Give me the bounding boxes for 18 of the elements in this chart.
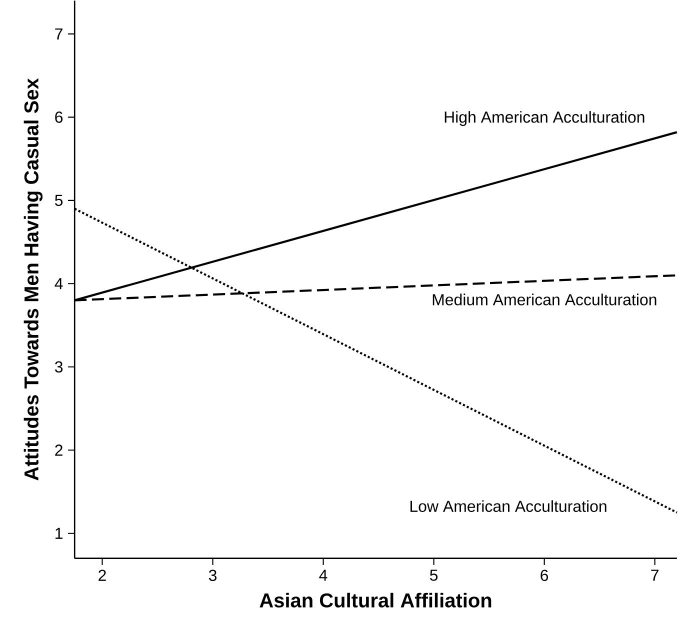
x-axis-title: Asian Cultural Affiliation [260, 592, 492, 608]
y-tick-label: 3 [54, 361, 63, 372]
y-tick-label: 5 [55, 194, 63, 206]
series-label: Medium American Acculturation [432, 293, 656, 306]
x-tick-label: 3 [208, 570, 217, 581]
y-axis-title: Attitudes Towards Men Having Casual Sex [24, 78, 43, 480]
y-tick-label: 2 [55, 444, 62, 456]
series-label: High American Acculturation [444, 110, 644, 126]
x-tick-label: 4 [319, 570, 328, 581]
x-tick-label: 6 [540, 570, 548, 581]
x-tick-label: 5 [430, 570, 438, 581]
y-tick-label: 7 [55, 28, 62, 40]
y-tick-label: 1 [56, 528, 62, 539]
y-tick-label: 4 [54, 278, 63, 290]
y-tick-label: 6 [55, 111, 63, 123]
x-tick-label: 2 [98, 570, 106, 581]
x-tick-label: 7 [651, 570, 658, 581]
series-label: Low American Acculturation [410, 500, 606, 512]
